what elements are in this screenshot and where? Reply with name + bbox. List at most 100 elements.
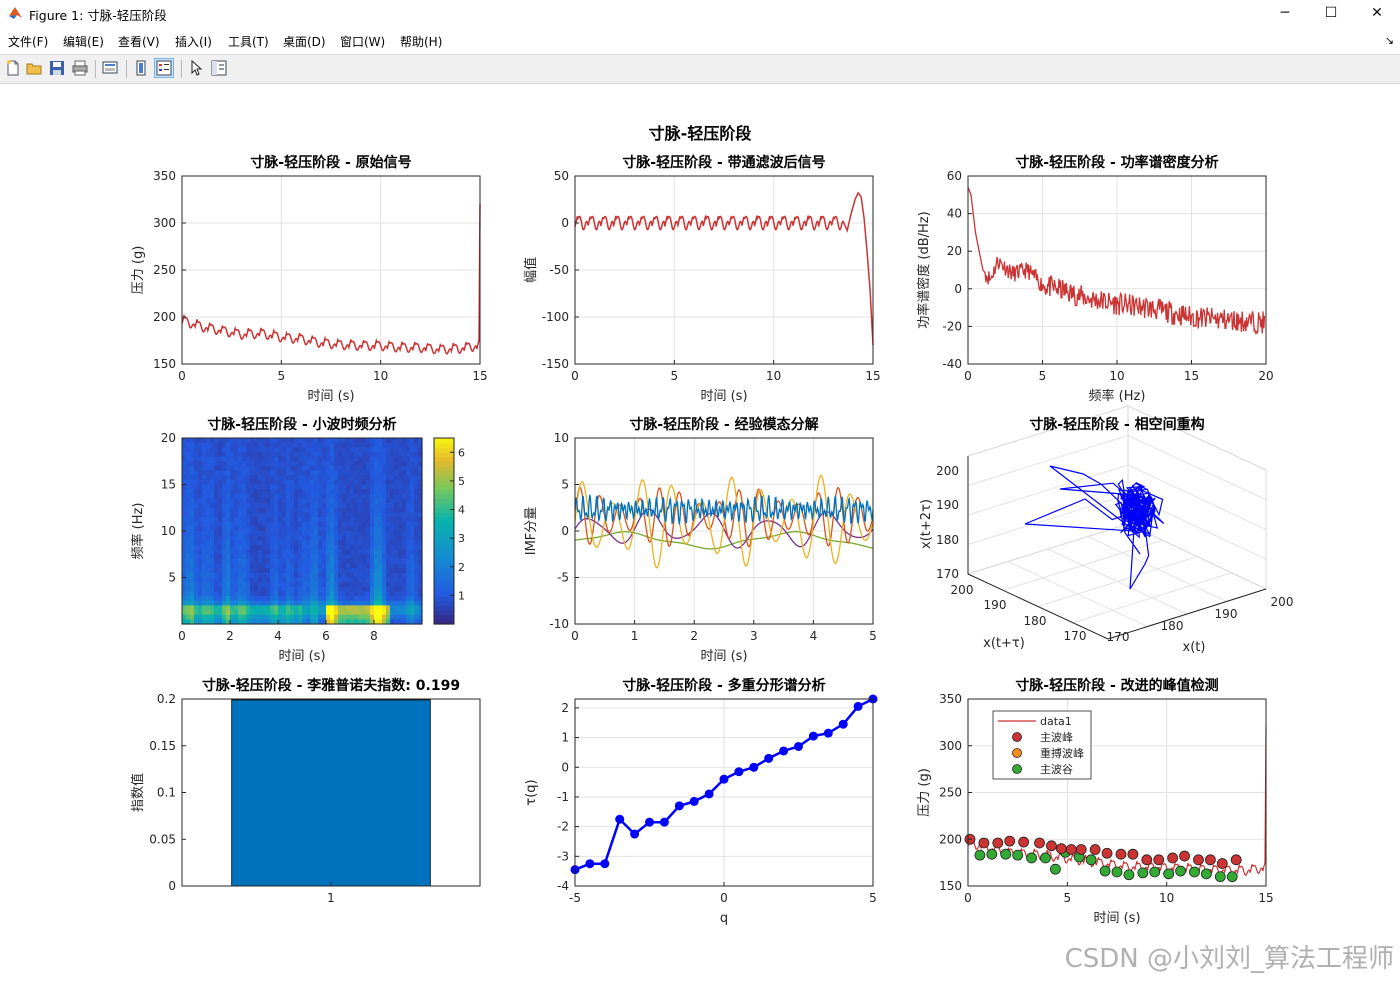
p4-heatmap-cell bbox=[330, 447, 335, 453]
menu-item-3[interactable]: 查看(V) bbox=[118, 35, 160, 49]
p4-heatmap-cell bbox=[262, 456, 267, 462]
p4-heatmap-cell bbox=[258, 507, 263, 513]
open-file-icon[interactable] bbox=[25, 59, 43, 77]
p4-heatmap-cell bbox=[270, 442, 275, 448]
p4-heatmap-cell bbox=[250, 451, 255, 458]
p4-heatmap-cell bbox=[306, 451, 311, 458]
menu-item-8[interactable]: 帮助(H) bbox=[400, 35, 443, 49]
p4-heatmap-cell bbox=[314, 614, 319, 620]
p4-heatmap-cell bbox=[250, 507, 255, 513]
p4-heatmap-cell bbox=[246, 493, 251, 500]
p4-heatmap-cell bbox=[198, 586, 203, 593]
p4-heatmap-cell bbox=[362, 493, 367, 500]
p4-heatmap-cell bbox=[386, 475, 391, 481]
p4-heatmap-cell bbox=[414, 558, 419, 565]
minimize-icon: ─ bbox=[1280, 5, 1290, 21]
p4-heatmap-cell bbox=[258, 493, 263, 500]
p4-heatmap-cell bbox=[318, 479, 323, 486]
p4-heatmap-cell bbox=[274, 535, 279, 541]
p4-heatmap-cell bbox=[354, 596, 359, 602]
p4-heatmap-cell bbox=[294, 521, 299, 527]
p4-heatmap-cell bbox=[186, 517, 191, 523]
maximize-button[interactable]: ☐ bbox=[1308, 0, 1354, 26]
pointer-icon[interactable] bbox=[187, 59, 205, 77]
p4-heatmap-cell bbox=[414, 563, 419, 569]
p4-heatmap-cell bbox=[234, 447, 239, 453]
p4-heatmap-cell bbox=[418, 558, 423, 565]
p4-heatmap-cell bbox=[242, 558, 247, 565]
menu-item-4[interactable]: 插入(I) bbox=[175, 35, 212, 49]
menu-item-2[interactable]: 编辑(E) bbox=[63, 35, 104, 49]
p4-heatmap-cell bbox=[322, 591, 327, 597]
menu-item-5[interactable]: 工具(T) bbox=[228, 35, 269, 49]
p4-heatmap-cell bbox=[358, 465, 363, 472]
p4-heatmap-cell bbox=[386, 568, 391, 574]
p4-heatmap-cell bbox=[310, 479, 315, 486]
p4-heatmap-cell bbox=[378, 586, 383, 593]
link-plot-icon[interactable] bbox=[101, 59, 119, 77]
p4-heatmap-cell bbox=[262, 610, 267, 616]
p4-heatmap-cell bbox=[286, 517, 291, 523]
p4-heatmap-cell bbox=[214, 507, 219, 513]
p4-heatmap-cell bbox=[318, 526, 323, 532]
p4-heatmap-cell bbox=[378, 479, 383, 486]
print-icon[interactable] bbox=[71, 59, 89, 77]
p4-heatmap-cell bbox=[314, 484, 319, 490]
p4-heatmap-cell bbox=[290, 507, 295, 513]
p4-heatmap-cell bbox=[294, 531, 299, 537]
new-figure-icon[interactable] bbox=[4, 59, 22, 77]
p4-heatmap-cell bbox=[366, 438, 371, 444]
p4-heatmap-cell bbox=[230, 456, 235, 462]
p4-heatmap-cell bbox=[370, 465, 375, 472]
p4-heatmap-cell bbox=[322, 549, 327, 555]
close-button[interactable]: ✕ bbox=[1354, 0, 1400, 26]
p4-heatmap-cell bbox=[414, 619, 419, 625]
p4-heatmap-cell bbox=[402, 554, 407, 560]
p4-heatmap-cell bbox=[390, 438, 395, 444]
p4-heatmap-cell bbox=[262, 531, 267, 537]
minimize-button[interactable]: ─ bbox=[1262, 0, 1308, 26]
p4-heatmap-cell bbox=[374, 512, 379, 518]
p4-heatmap-cell bbox=[226, 558, 231, 565]
p4-heatmap-cell bbox=[334, 507, 339, 513]
p4-heatmap-cell bbox=[218, 572, 223, 579]
p4-heatmap-cell bbox=[254, 554, 259, 560]
p4-heatmap-cell bbox=[318, 447, 323, 453]
p4-heatmap-cell bbox=[218, 475, 223, 481]
p4-heatmap-cell bbox=[410, 605, 415, 611]
p4-heatmap-cell bbox=[370, 554, 375, 560]
p4-heatmap-cell bbox=[346, 503, 351, 509]
menu-item-7[interactable]: 窗口(W) bbox=[340, 35, 386, 49]
menu-item-6[interactable]: 桌面(D) bbox=[283, 35, 326, 49]
p6-xtick-label: 200 bbox=[1271, 595, 1294, 609]
p4-heatmap-cell bbox=[358, 619, 363, 625]
p4-heatmap-cell bbox=[266, 582, 271, 588]
p4-heatmap-cell bbox=[302, 544, 307, 551]
p4-heatmap-cell bbox=[362, 572, 367, 579]
p4-heatmap-cell bbox=[270, 447, 275, 453]
p4-heatmap-cell bbox=[202, 451, 207, 458]
p4-heatmap-cell bbox=[242, 442, 247, 448]
p9-peak-marker bbox=[1115, 848, 1127, 860]
property-editor-icon[interactable] bbox=[210, 59, 228, 77]
p4-heatmap-cell bbox=[282, 479, 287, 486]
save-icon[interactable] bbox=[48, 59, 66, 77]
p4-heatmap-cell bbox=[390, 512, 395, 518]
p4-heatmap-cell bbox=[402, 577, 407, 583]
dock-arrow-icon[interactable]: ↘ bbox=[1384, 34, 1394, 47]
p4-heatmap-cell bbox=[250, 619, 255, 625]
p4-heatmap-cell bbox=[202, 577, 207, 583]
p4-heatmap-cell bbox=[238, 456, 243, 462]
p4-heatmap-cell bbox=[386, 610, 391, 616]
p4-heatmap-cell bbox=[206, 554, 211, 560]
menu-item-1[interactable]: 文件(F) bbox=[8, 35, 49, 49]
p4-heatmap-cell bbox=[322, 456, 327, 462]
legend-icon[interactable] bbox=[154, 58, 174, 78]
p4-heatmap-cell bbox=[294, 475, 299, 481]
p4-heatmap-cell bbox=[290, 586, 295, 593]
colorbar-icon[interactable] bbox=[132, 59, 150, 77]
p4-heatmap-cell bbox=[338, 605, 343, 611]
p4-heatmap-cell bbox=[258, 517, 263, 523]
p4-heatmap-cell bbox=[350, 614, 355, 620]
p8-tau-point bbox=[630, 829, 640, 839]
